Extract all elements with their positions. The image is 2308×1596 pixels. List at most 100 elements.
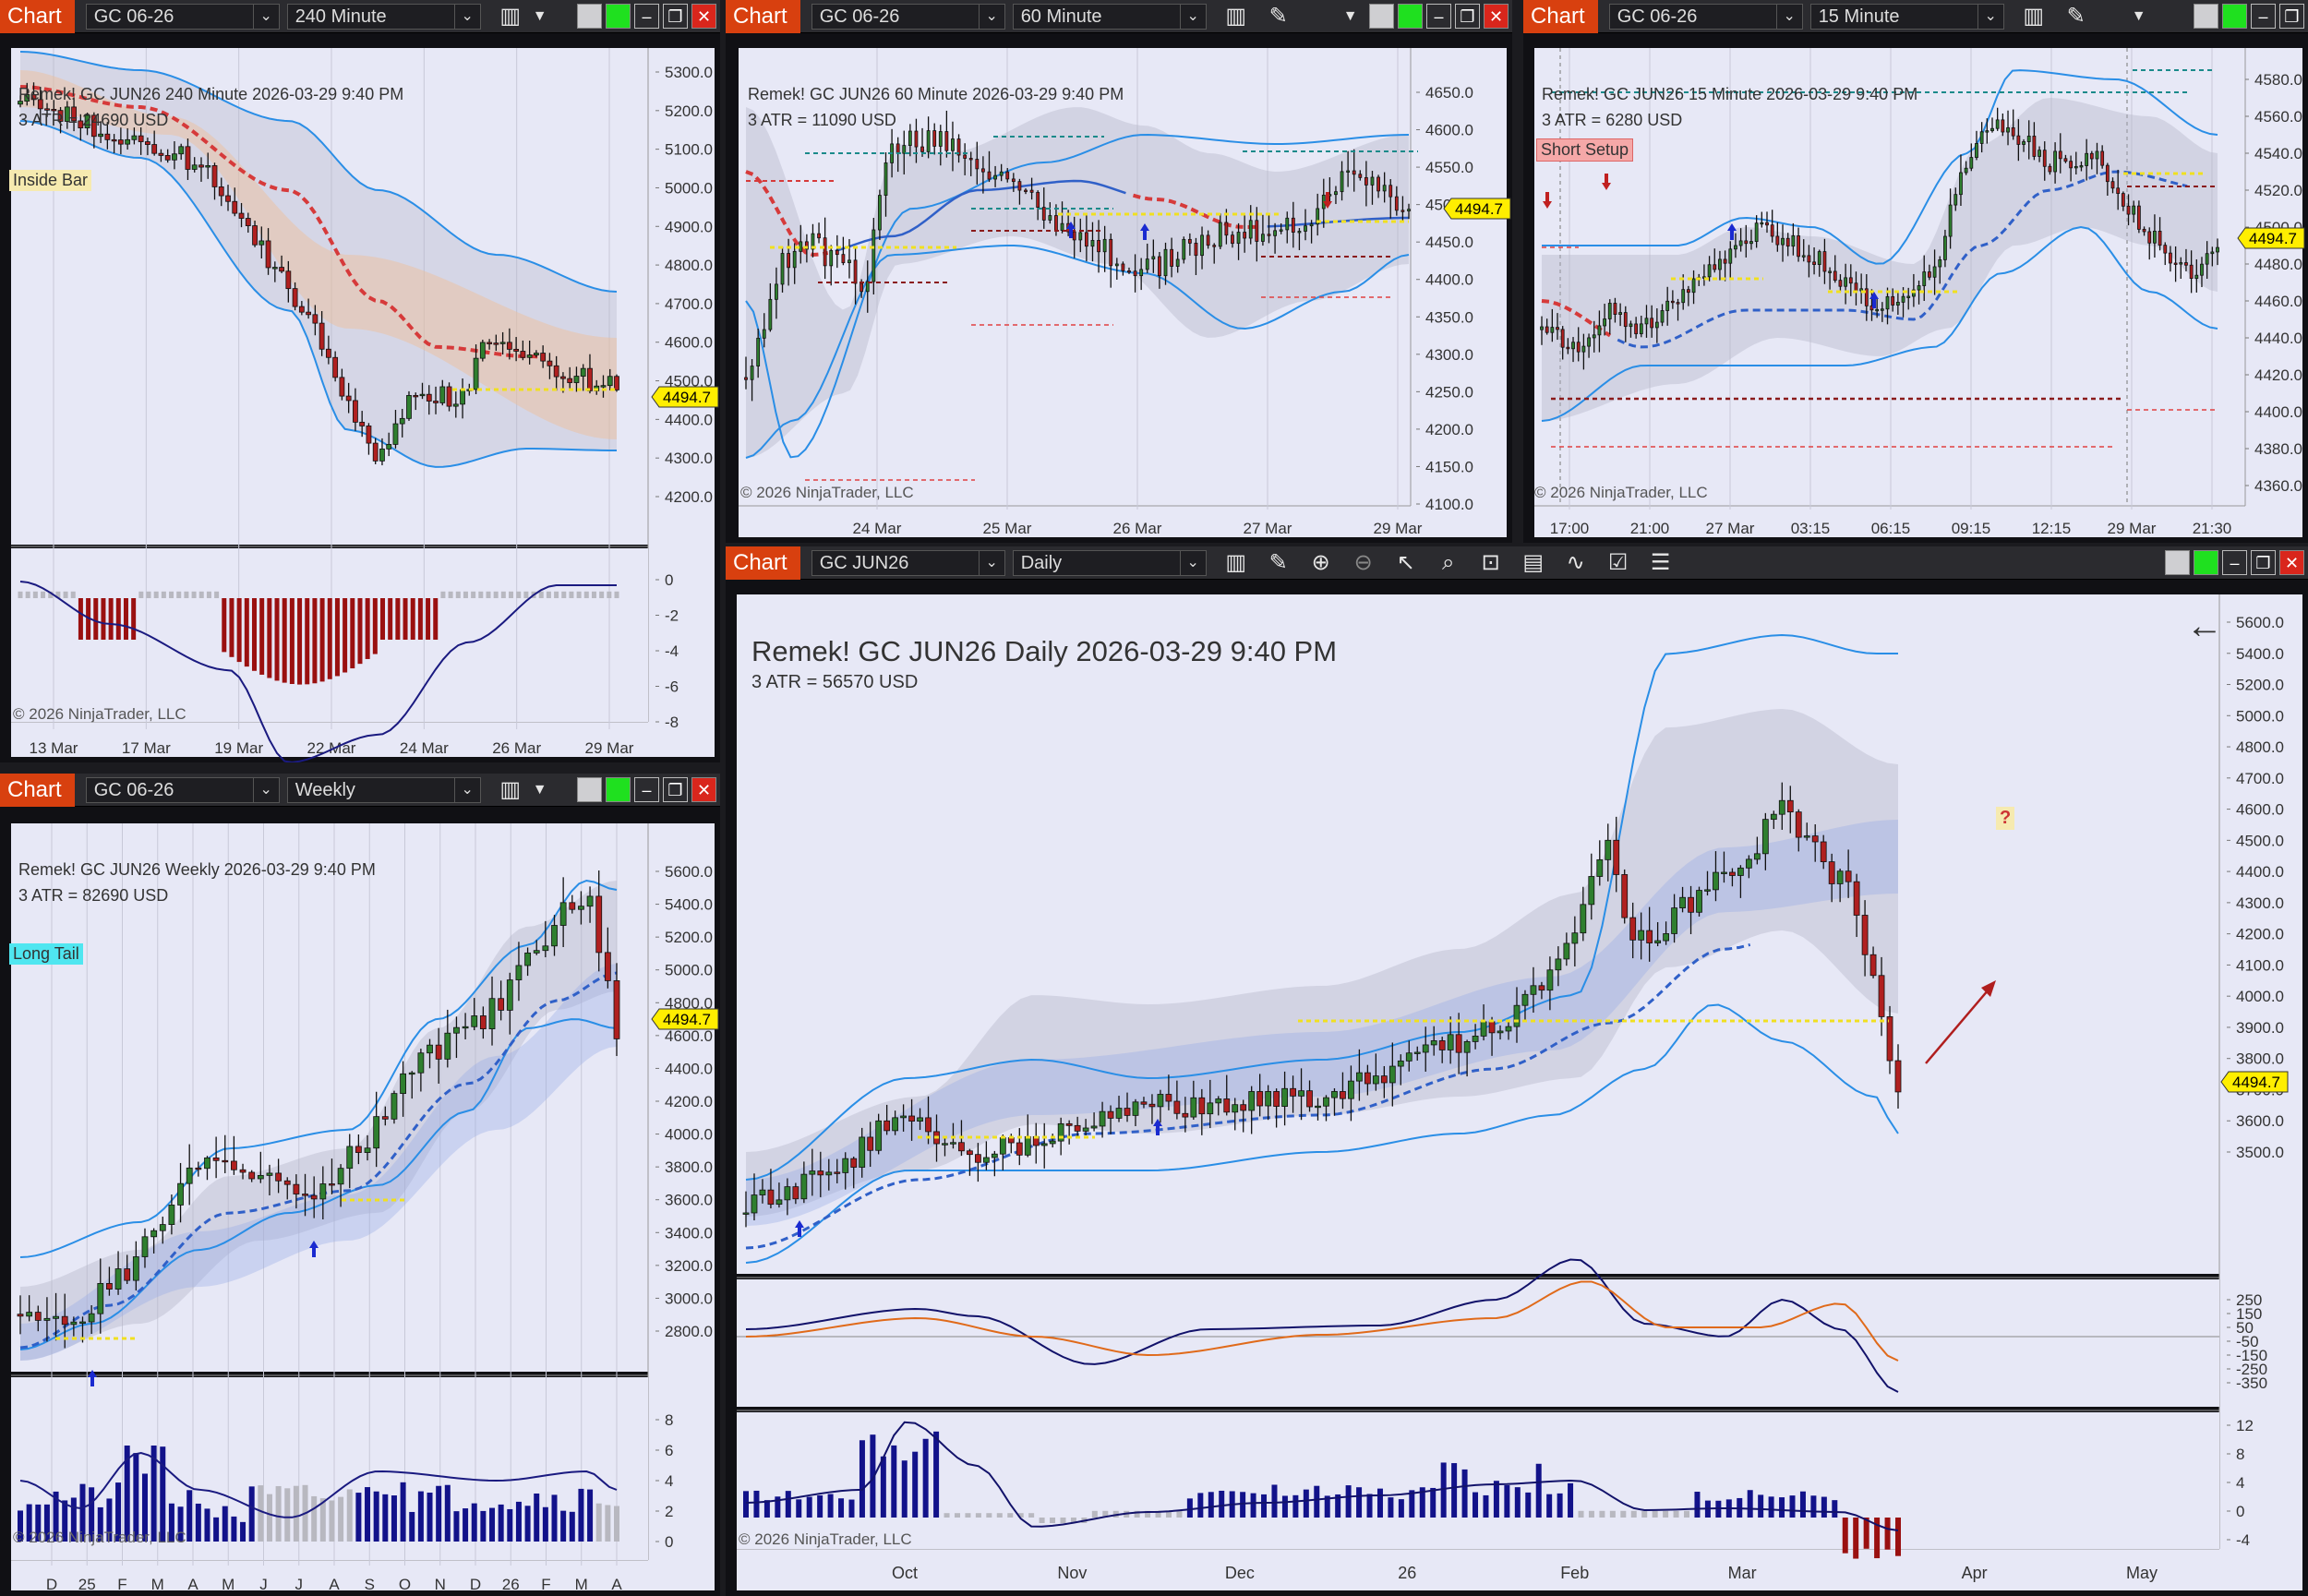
period-selector[interactable]: Daily ⌄ — [1012, 549, 1207, 576]
price-tick-label: 5200.0 — [2236, 677, 2284, 694]
bar-type-icon[interactable]: ▥ — [499, 777, 522, 802]
bar-type-icon[interactable]: ▥ — [1225, 550, 1247, 575]
chevron-down-icon[interactable]: ⌄ — [978, 550, 1004, 575]
restore-button[interactable]: ❐ — [1455, 4, 1480, 29]
candle-body — [1048, 215, 1052, 221]
histogram-bar — [1768, 1496, 1774, 1518]
chevron-down-icon[interactable]: ⌄ — [252, 777, 279, 802]
zoom-out-icon[interactable]: ⊖ — [1353, 550, 1373, 575]
candle-body — [79, 1321, 86, 1324]
candle-body — [1737, 867, 1744, 876]
instrument-selector[interactable]: GC 06-26 ⌄ — [1608, 3, 1803, 30]
chart-menu-button[interactable]: Chart — [726, 546, 800, 580]
chart-menu-button[interactable]: Chart — [0, 0, 75, 33]
candle-body — [1817, 251, 1821, 265]
link-green-icon[interactable] — [2222, 4, 2247, 29]
price-chart-60min[interactable]: 24 Mar 25 Mar 26 Mar 27 Mar 29 Mar 4650.0 4600… — [726, 33, 1512, 543]
drawing-tool-icon[interactable]: ✎ — [1268, 4, 1288, 29]
link-green-icon[interactable] — [606, 777, 631, 802]
bar-type-icon[interactable]: ▥ — [1225, 4, 1247, 29]
candle-body — [1650, 318, 1654, 329]
price-chart-240min[interactable]: 13 Mar 17 Mar 19 Mar 22 Mar 24 Mar 26 Mar 29 M… — [0, 33, 720, 762]
chart-menu-button[interactable]: Chart — [726, 0, 800, 33]
back-arrow-icon[interactable]: ← — [2186, 606, 2223, 646]
link-color-icon[interactable] — [2165, 550, 2190, 575]
bar-type-icon[interactable]: ▥ — [499, 4, 522, 29]
histogram-bar — [365, 1487, 371, 1542]
candle-body — [974, 1154, 981, 1163]
zoom-in-icon[interactable]: ⊕ — [1311, 550, 1330, 575]
chevron-down-icon[interactable]: ▼ — [1342, 7, 1358, 24]
bar-type-icon[interactable]: ▥ — [2023, 4, 2045, 29]
chevron-down-icon[interactable]: ⌄ — [1775, 4, 1802, 29]
candle-body — [364, 1147, 371, 1153]
minimize-button[interactable]: – — [634, 4, 659, 29]
close-button[interactable]: ✕ — [2279, 550, 2304, 575]
minimize-button[interactable]: – — [1426, 4, 1451, 29]
restore-button[interactable]: ❐ — [663, 4, 688, 29]
link-green-icon[interactable] — [1398, 4, 1423, 29]
instrument-selector[interactable]: GC JUN26 ⌄ — [811, 549, 1005, 576]
instrument-selector[interactable]: GC 06-26 ⌄ — [85, 776, 280, 803]
histogram-bar — [25, 591, 30, 598]
chevron-down-icon[interactable]: ▼ — [532, 7, 547, 24]
period-selector[interactable]: Weekly ⌄ — [286, 776, 481, 803]
drawing-tool-icon[interactable]: ✎ — [2066, 4, 2086, 29]
chart-trader-icon[interactable]: ⊡ — [1481, 550, 1500, 575]
chevron-down-icon[interactable]: ⌄ — [978, 4, 1004, 29]
chevron-down-icon[interactable]: ⌄ — [453, 777, 480, 802]
price-chart-15min[interactable]: 17:00 21:00 27 Mar 03:15 06:15 09:15 12:15 29 M… — [1523, 33, 2308, 543]
restore-button[interactable]: ❐ — [2251, 550, 2276, 575]
pointer-icon[interactable]: ↖ — [1396, 550, 1415, 575]
restore-button[interactable]: ❐ — [2279, 4, 2304, 29]
chevron-down-icon[interactable]: ⌄ — [453, 4, 480, 29]
price-tick-label: 4550.0 — [1425, 159, 1473, 176]
chevron-down-icon[interactable]: ⌄ — [1977, 4, 2003, 29]
link-color-icon[interactable] — [2194, 4, 2218, 29]
candle-body — [1200, 234, 1204, 257]
chevron-down-icon[interactable]: ▼ — [532, 781, 547, 798]
chart-menu-button[interactable]: Chart — [0, 773, 75, 807]
chevron-down-icon[interactable]: ⌄ — [252, 4, 279, 29]
restore-button[interactable]: ❐ — [663, 777, 688, 802]
candle-body — [513, 348, 520, 352]
minimize-button[interactable]: – — [634, 777, 659, 802]
candle-body — [1190, 1097, 1197, 1118]
close-button[interactable]: ✕ — [1484, 4, 1509, 29]
chart-header: Remek! GC JUN26 15 Minute 2026-03-29 9:4… — [1542, 85, 1918, 103]
instrument-selector[interactable]: GC 06-26 ⌄ — [85, 3, 280, 30]
strategies-icon[interactable]: ∿ — [1566, 550, 1585, 575]
price-chart-daily[interactable]: Oct Nov Dec 26 Feb Mar Apr May 5600.0 5400.0 5200.… — [726, 580, 2308, 1596]
histogram-bar — [912, 1451, 919, 1518]
link-green-icon[interactable] — [606, 4, 631, 29]
link-color-icon[interactable] — [577, 4, 602, 29]
link-green-icon[interactable] — [2194, 550, 2218, 575]
indicators-icon[interactable]: ▤ — [1522, 550, 1545, 575]
macd-line — [745, 1258, 1899, 1393]
properties-icon[interactable]: ☑ — [1607, 550, 1629, 575]
chevron-down-icon[interactable]: ⌄ — [1179, 550, 1206, 575]
data-box-icon[interactable]: ⌕ — [1441, 549, 1455, 575]
candle-body — [2142, 228, 2146, 233]
candle-body — [88, 1313, 95, 1323]
minimize-button[interactable]: – — [2251, 4, 2276, 29]
link-color-icon[interactable] — [577, 777, 602, 802]
templates-icon[interactable]: ☰ — [1650, 550, 1671, 575]
chart-menu-button[interactable]: Chart — [1523, 0, 1598, 33]
close-button[interactable]: ✕ — [691, 4, 716, 29]
period-selector[interactable]: 240 Minute ⌄ — [286, 3, 481, 30]
candle-body — [111, 138, 117, 142]
period-selector[interactable]: 60 Minute ⌄ — [1012, 3, 1207, 30]
instrument-selector[interactable]: GC 06-26 ⌄ — [811, 3, 1005, 30]
link-color-icon[interactable] — [1369, 4, 1394, 29]
time-tick-label: 25 — [78, 1576, 96, 1593]
chevron-down-icon[interactable]: ▼ — [2131, 7, 2146, 24]
chevron-down-icon[interactable]: ⌄ — [1179, 4, 1206, 29]
close-button[interactable]: ✕ — [691, 777, 716, 802]
histogram-bar — [1292, 1494, 1299, 1518]
minimize-button[interactable]: – — [2222, 550, 2247, 575]
period-selector[interactable]: 15 Minute ⌄ — [1809, 3, 2004, 30]
price-chart-weekly[interactable]: D 25 F M A M J J A S O N D 26 F M A5600.05400.05200.0500… — [0, 807, 720, 1596]
drawing-tool-icon[interactable]: ✎ — [1268, 550, 1288, 575]
price-tick-label: 4250.0 — [1425, 383, 1473, 401]
